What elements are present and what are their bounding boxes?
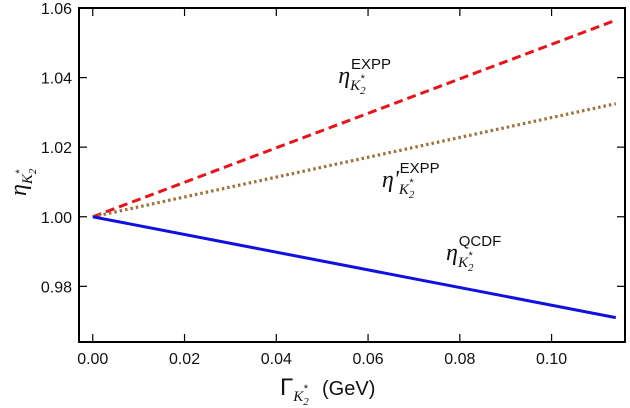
series-line-expp [92,18,617,219]
y-tick-label: 1.04 [41,71,72,88]
series-line-qcdf [92,215,617,320]
x-axis-title: ΓK2* (GeV) [280,374,375,408]
curve-label-2: ηK2*QCDF [446,233,501,274]
series [92,18,617,320]
x-tick-label: 0.10 [536,351,567,368]
plot-frame [78,7,626,343]
x-tick-label: 0.08 [444,351,475,368]
y-tick-label: 1.00 [41,210,72,227]
x-tick-label: 0.00 [77,351,108,368]
y-tick-label: 1.02 [41,140,72,157]
y-tick-label: 0.98 [41,279,72,296]
x-tick-label: 0.02 [169,351,200,368]
ticks: 0.00 0.02 0.04 0.06 0.08 0.10 0.98 1.00 1.02 1.04… [41,1,625,368]
x-tick-label: 0.06 [352,351,383,368]
y-tick-label: 1.06 [41,1,72,18]
series-line-expp-prime [92,102,617,219]
curve-label-1: η'K2*EXPP [382,160,440,201]
curve-label-0: ηK2*EXPP [338,56,391,97]
x-tick-label: 0.04 [261,351,292,368]
y-axis-title: ηK2* [6,168,39,196]
